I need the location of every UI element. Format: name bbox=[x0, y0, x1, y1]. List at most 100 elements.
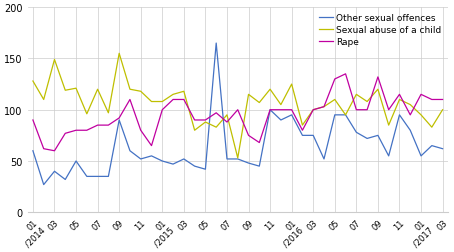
Sexual abuse of a child bbox=[213, 126, 219, 129]
Sexual abuse of a child bbox=[116, 53, 122, 56]
Other sexual offences bbox=[235, 158, 241, 161]
Other sexual offences bbox=[289, 114, 294, 117]
Rape bbox=[289, 109, 294, 112]
Line: Sexual abuse of a child: Sexual abuse of a child bbox=[33, 54, 443, 158]
Sexual abuse of a child bbox=[365, 101, 370, 104]
Rape bbox=[41, 148, 46, 151]
Other sexual offences bbox=[41, 183, 46, 186]
Rape bbox=[321, 106, 327, 109]
Sexual abuse of a child bbox=[181, 90, 187, 93]
Rape bbox=[429, 99, 434, 102]
Other sexual offences bbox=[321, 158, 327, 161]
Other sexual offences bbox=[84, 175, 89, 178]
Other sexual offences bbox=[116, 119, 122, 122]
Rape bbox=[127, 99, 133, 102]
Rape bbox=[202, 119, 208, 122]
Rape bbox=[408, 114, 413, 117]
Other sexual offences bbox=[170, 163, 176, 166]
Sexual abuse of a child bbox=[354, 93, 359, 97]
Sexual abuse of a child bbox=[63, 89, 68, 92]
Sexual abuse of a child bbox=[138, 90, 143, 93]
Rape bbox=[106, 124, 111, 127]
Rape bbox=[192, 119, 197, 122]
Sexual abuse of a child bbox=[267, 88, 273, 91]
Sexual abuse of a child bbox=[159, 101, 165, 104]
Sexual abuse of a child bbox=[106, 112, 111, 115]
Other sexual offences bbox=[73, 160, 79, 163]
Other sexual offences bbox=[106, 175, 111, 178]
Other sexual offences bbox=[386, 155, 391, 158]
Other sexual offences bbox=[213, 42, 219, 45]
Sexual abuse of a child bbox=[84, 113, 89, 116]
Other sexual offences bbox=[375, 134, 380, 137]
Other sexual offences bbox=[354, 131, 359, 134]
Rape bbox=[95, 124, 100, 127]
Sexual abuse of a child bbox=[149, 101, 154, 104]
Sexual abuse of a child bbox=[408, 104, 413, 107]
Other sexual offences bbox=[267, 109, 273, 112]
Rape bbox=[170, 99, 176, 102]
Rape bbox=[246, 134, 251, 137]
Other sexual offences bbox=[159, 160, 165, 163]
Line: Rape: Rape bbox=[33, 75, 443, 151]
Other sexual offences bbox=[365, 137, 370, 140]
Rape bbox=[30, 119, 36, 122]
Rape bbox=[300, 129, 305, 132]
Rape bbox=[267, 109, 273, 112]
Other sexual offences bbox=[246, 162, 251, 165]
Sexual abuse of a child bbox=[202, 121, 208, 124]
Rape bbox=[354, 109, 359, 112]
Other sexual offences bbox=[63, 178, 68, 181]
Rape bbox=[418, 93, 424, 97]
Other sexual offences bbox=[95, 175, 100, 178]
Other sexual offences bbox=[52, 170, 57, 173]
Other sexual offences bbox=[300, 134, 305, 137]
Rape bbox=[332, 78, 337, 81]
Other sexual offences bbox=[440, 148, 445, 151]
Sexual abuse of a child bbox=[418, 114, 424, 117]
Other sexual offences bbox=[408, 129, 413, 132]
Rape bbox=[397, 93, 402, 97]
Rape bbox=[181, 99, 187, 102]
Rape bbox=[386, 109, 391, 112]
Rape bbox=[224, 121, 230, 124]
Other sexual offences bbox=[257, 165, 262, 168]
Rape bbox=[73, 129, 79, 132]
Sexual abuse of a child bbox=[289, 83, 294, 86]
Other sexual offences bbox=[30, 150, 36, 153]
Rape bbox=[84, 129, 89, 132]
Sexual abuse of a child bbox=[332, 99, 337, 102]
Line: Other sexual offences: Other sexual offences bbox=[33, 44, 443, 185]
Rape bbox=[159, 109, 165, 112]
Other sexual offences bbox=[138, 158, 143, 161]
Other sexual offences bbox=[127, 150, 133, 153]
Other sexual offences bbox=[149, 155, 154, 158]
Other sexual offences bbox=[181, 158, 187, 161]
Sexual abuse of a child bbox=[397, 99, 402, 102]
Rape bbox=[365, 109, 370, 112]
Other sexual offences bbox=[429, 145, 434, 148]
Legend: Other sexual offences, Sexual abuse of a child, Rape: Other sexual offences, Sexual abuse of a… bbox=[317, 13, 444, 49]
Sexual abuse of a child bbox=[278, 104, 284, 107]
Rape bbox=[138, 129, 143, 132]
Sexual abuse of a child bbox=[257, 102, 262, 105]
Other sexual offences bbox=[343, 114, 348, 117]
Other sexual offences bbox=[202, 168, 208, 171]
Other sexual offences bbox=[224, 158, 230, 161]
Sexual abuse of a child bbox=[246, 93, 251, 97]
Other sexual offences bbox=[332, 114, 337, 117]
Sexual abuse of a child bbox=[321, 106, 327, 109]
Sexual abuse of a child bbox=[95, 88, 100, 91]
Sexual abuse of a child bbox=[235, 157, 241, 160]
Sexual abuse of a child bbox=[73, 87, 79, 90]
Rape bbox=[257, 141, 262, 144]
Sexual abuse of a child bbox=[440, 109, 445, 112]
Rape bbox=[235, 109, 241, 112]
Other sexual offences bbox=[418, 155, 424, 158]
Rape bbox=[116, 117, 122, 120]
Rape bbox=[343, 73, 348, 76]
Sexual abuse of a child bbox=[224, 114, 230, 117]
Rape bbox=[63, 132, 68, 135]
Rape bbox=[440, 99, 445, 102]
Sexual abuse of a child bbox=[375, 88, 380, 91]
